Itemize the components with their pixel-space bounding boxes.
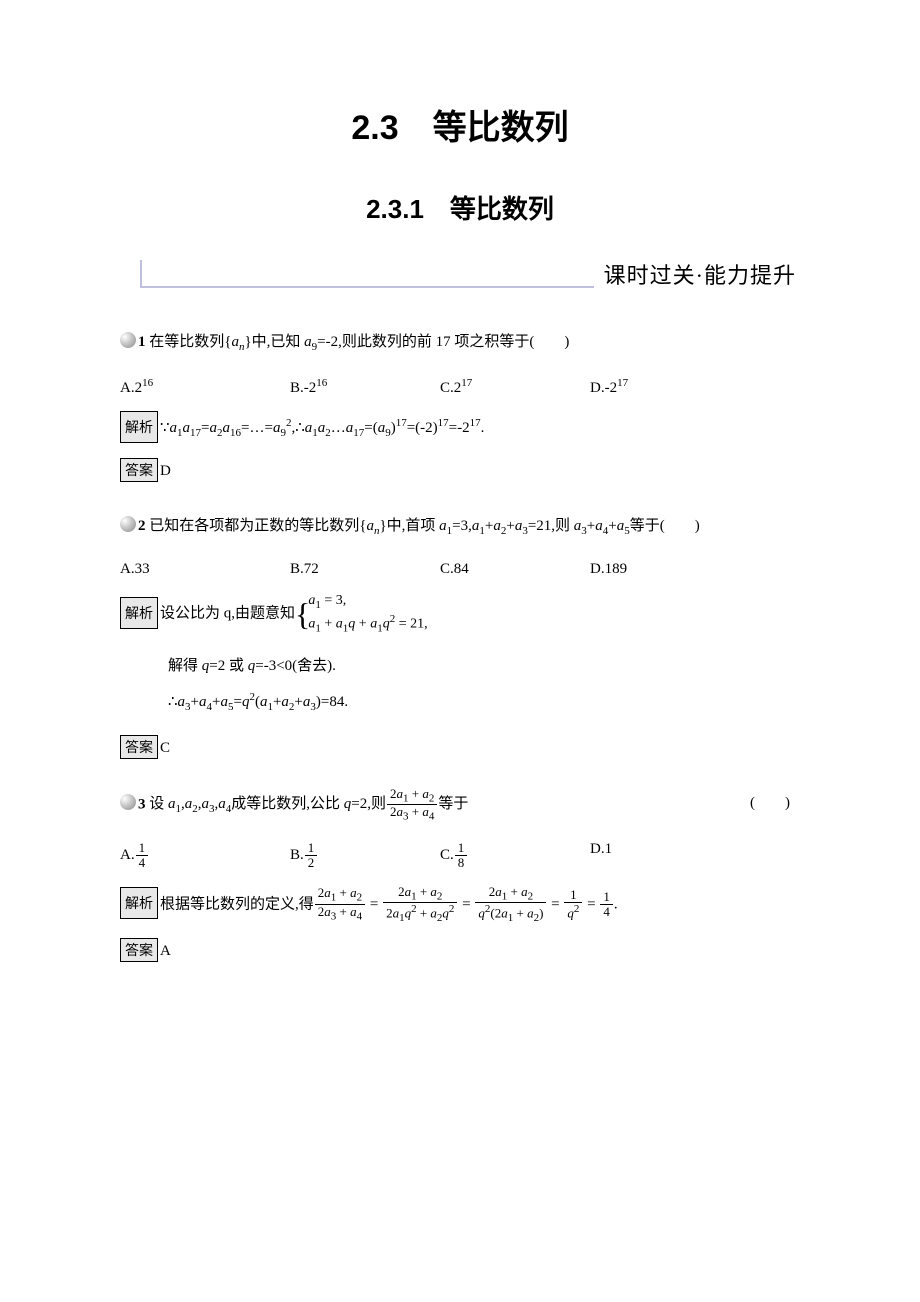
q2-stem: 已知在各项都为正数的等比数列{an}中,首项 a1=3,a1+a2+a3=21,… xyxy=(146,518,700,534)
q3-paren: ( ) xyxy=(750,787,790,820)
q2-line3: ∴a3+a4+a5=q2(a1+a2+a3)=84. xyxy=(168,684,800,720)
q1-answer-value: D xyxy=(160,463,171,479)
q1-opt-d: D.-217 xyxy=(590,377,740,397)
q2-analysis: 解析设公比为 q,由题意知{a1 = 3,a1 + a1q + a1q2 = 2… xyxy=(120,592,800,636)
q3-opt-c: C.18 xyxy=(440,841,590,871)
q3-opt-d: D.1 xyxy=(590,841,740,871)
q3-number: 3 xyxy=(138,796,146,812)
analysis-label: 解析 xyxy=(120,887,158,919)
main-title: 2.3 等比数列 xyxy=(120,100,800,149)
q2-opt-b: B.72 xyxy=(290,561,440,578)
bullet-icon xyxy=(120,332,136,348)
question-3: 3 设 a1,a2,a3,a4成等比数列,公比 q=2,则2a1 + a22a3… xyxy=(120,787,800,823)
q1-opt-a: A.216 xyxy=(120,377,290,397)
q2-line2: 解得 q=2 或 q=-3<0(舍去). xyxy=(168,648,800,684)
section-bar: 课时过关·能力提升 xyxy=(120,256,800,296)
q3-opt-a: A.14 xyxy=(120,841,290,871)
q1-answer: 答案D xyxy=(120,458,800,482)
q3-stem: 设 a1,a2,a3,a4成等比数列,公比 q=2,则2a1 + a22a3 +… xyxy=(146,796,469,812)
q2-analysis-prefix: 设公比为 q,由题意知 xyxy=(160,606,295,622)
q3-analysis: 解析根据等比数列的定义,得2a1 + a22a3 + a4 = 2a1 + a2… xyxy=(120,885,800,925)
q1-opt-b: B.-216 xyxy=(290,377,440,397)
q1-opt-c: C.217 xyxy=(440,377,590,397)
q2-answer: 答案C xyxy=(120,735,800,759)
analysis-label: 解析 xyxy=(120,597,158,629)
q2-opt-a: A.33 xyxy=(120,561,290,578)
q3-opt-b: B.12 xyxy=(290,841,440,871)
q2-options: A.33 B.72 C.84 D.189 xyxy=(120,561,800,578)
q3-answer: 答案A xyxy=(120,938,800,962)
sub-title: 2.3.1 等比数列 xyxy=(120,189,800,226)
q2-opt-c: C.84 xyxy=(440,561,590,578)
bullet-icon xyxy=(120,516,136,532)
q2-number: 2 xyxy=(138,518,146,534)
q3-analysis-prefix: 根据等比数列的定义,得 xyxy=(160,896,314,912)
question-2: 2 已知在各项都为正数的等比数列{an}中,首项 a1=3,a1+a2+a3=2… xyxy=(120,510,800,543)
analysis-label: 解析 xyxy=(120,411,158,443)
answer-label: 答案 xyxy=(120,458,158,482)
answer-label: 答案 xyxy=(120,735,158,759)
q1-analysis-text: ∵a1a17=a2a16=…=a92,∴a1a2…a17=(a9)17=(-2)… xyxy=(160,420,484,436)
q1-stem: 在等比数列{an}中,已知 a9=-2,则此数列的前 17 项之积等于( ) xyxy=(146,334,570,350)
q2-answer-value: C xyxy=(160,740,170,756)
q1-options: A.216 B.-216 C.217 D.-217 xyxy=(120,377,800,397)
q3-options: A.14 B.12 C.18 D.1 xyxy=(120,841,800,871)
q1-number: 1 xyxy=(138,334,146,350)
question-1: 1 在等比数列{an}中,已知 a9=-2,则此数列的前 17 项之积等于( ) xyxy=(120,326,800,359)
q3-answer-value: A xyxy=(160,943,171,959)
brace-system: {a1 = 3,a1 + a1q + a1q2 = 21, xyxy=(295,592,428,636)
answer-label: 答案 xyxy=(120,938,158,962)
bullet-icon xyxy=(120,794,136,810)
q1-analysis: 解析∵a1a17=a2a16=…=a92,∴a1a2…a17=(a9)17=(-… xyxy=(120,411,800,444)
q2-opt-d: D.189 xyxy=(590,561,740,578)
section-bar-text: 课时过关·能力提升 xyxy=(594,256,800,292)
